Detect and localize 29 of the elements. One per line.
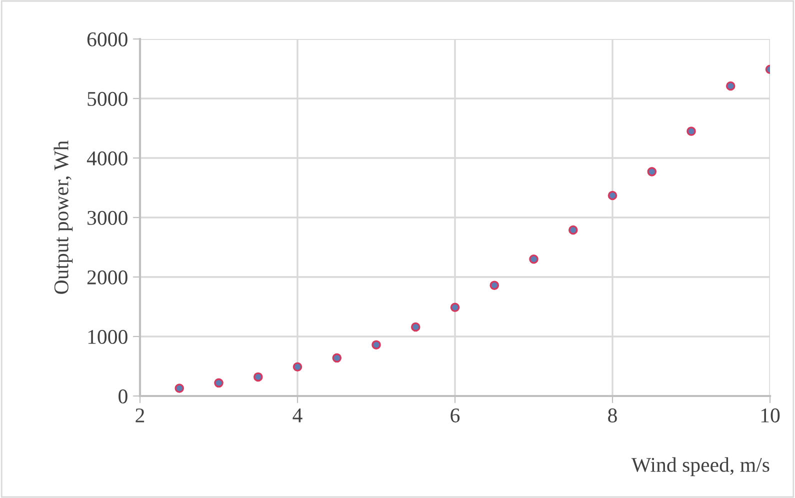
y-tick-label: 5000	[88, 92, 128, 106]
y-tick-label: 0	[118, 389, 128, 404]
point	[529, 254, 538, 264]
point	[608, 190, 618, 200]
y-tick-label: 1000	[88, 330, 128, 344]
x-axis-title: Wind speed, m/s	[631, 457, 770, 476]
point	[410, 322, 420, 332]
point	[214, 378, 224, 388]
x-tick-label: 10	[761, 408, 780, 422]
x-tick-label: 2	[136, 408, 144, 422]
point	[292, 362, 302, 372]
point	[686, 126, 696, 136]
point	[372, 340, 381, 350]
x-tick-label: 6	[450, 408, 460, 422]
x-tick-label: 4	[292, 408, 302, 422]
point	[332, 353, 342, 363]
y-tick-label: 4000	[86, 151, 128, 166]
point	[647, 167, 657, 176]
point	[253, 372, 263, 382]
y-tick-label: 3000	[88, 210, 128, 225]
x-tick-label: 8	[608, 408, 617, 422]
y-tick-label: 2000	[87, 270, 128, 284]
point	[174, 384, 184, 393]
point	[490, 280, 500, 290]
point	[450, 302, 460, 312]
y-tick-label: 6000	[87, 32, 128, 46]
y-axis-title: Output power, Wh	[54, 140, 73, 294]
point	[568, 225, 578, 235]
point	[726, 81, 736, 91]
